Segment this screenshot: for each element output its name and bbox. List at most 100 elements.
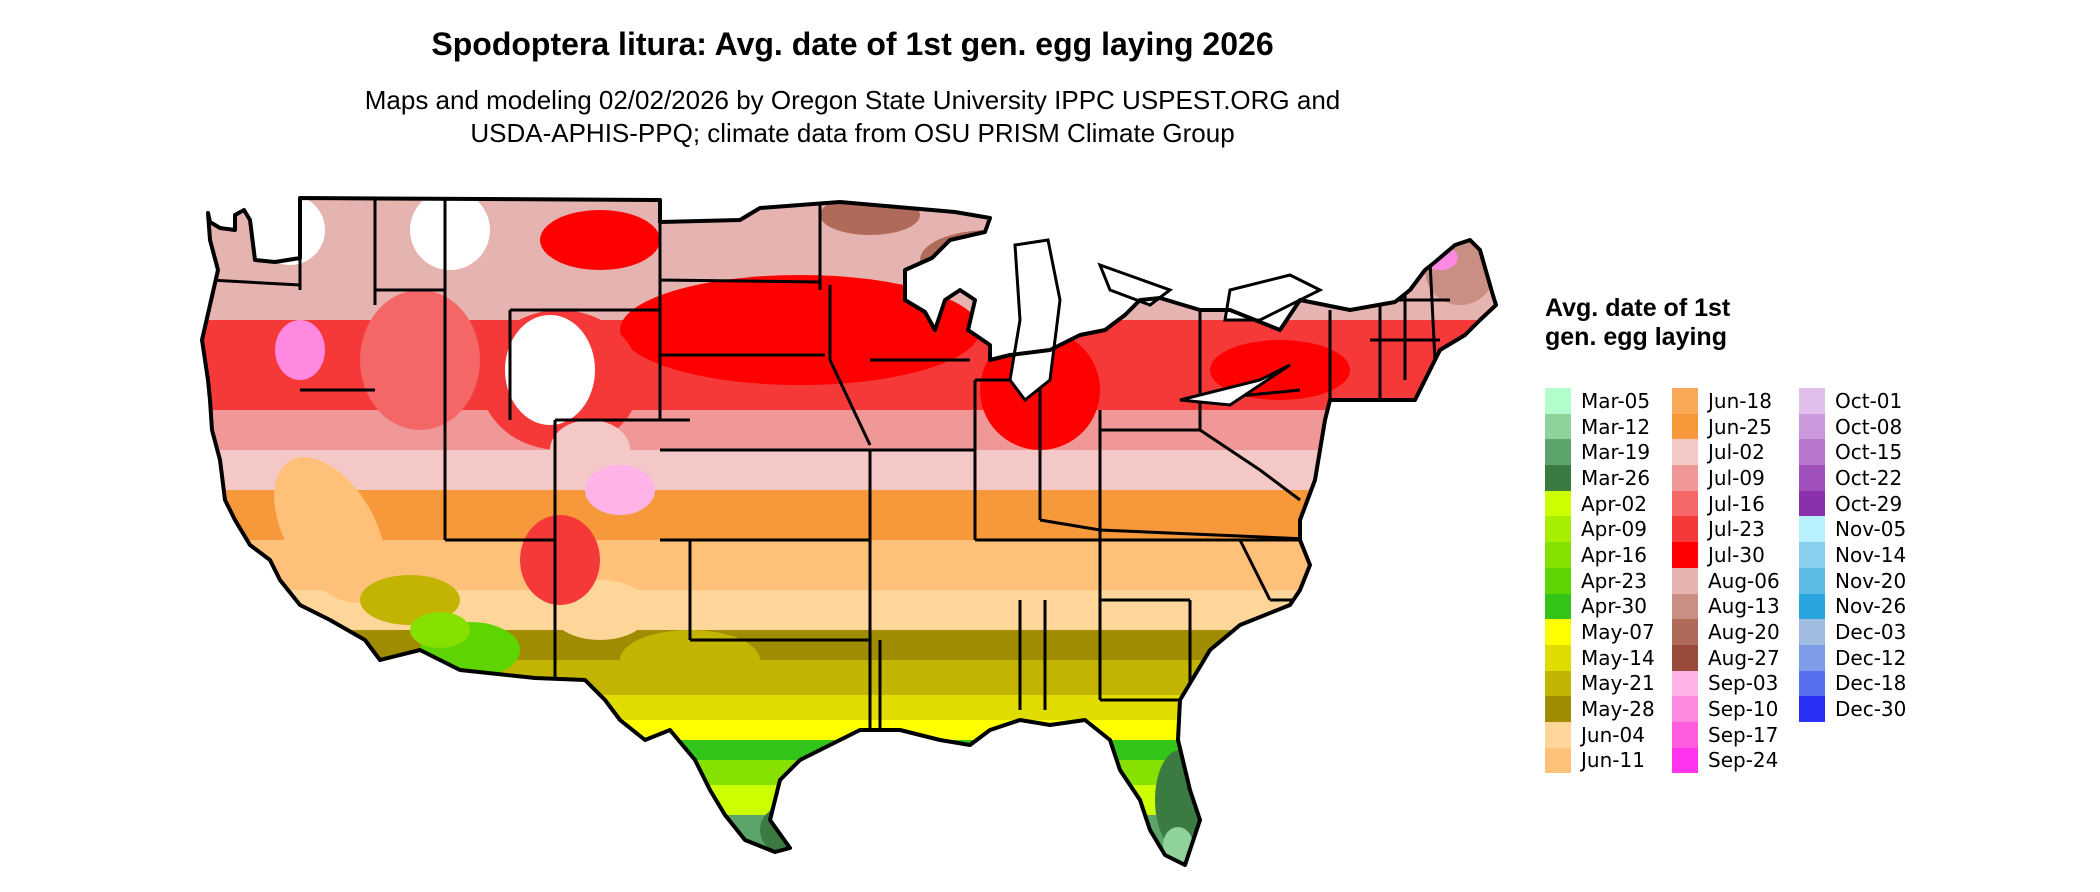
legend-item: Aug-20 [1672,619,1780,645]
legend-swatch [1672,490,1698,517]
legend-swatch [1545,439,1571,466]
legend-label: Jul-02 [1708,440,1765,465]
legend-item: Aug-06 [1672,567,1780,594]
great-lakes [1008,238,1324,407]
legend-item: Mar-12 [1545,413,1655,440]
legend-item: May-21 [1545,670,1655,697]
legend-label: Jul-09 [1708,465,1765,490]
legend-item: Nov-20 [1799,567,1907,594]
legend-item: Dec-18 [1799,670,1907,697]
legend-label: Apr-16 [1581,542,1647,567]
legend-swatch [1672,465,1698,491]
legend-label: Sep-24 [1708,748,1779,773]
legend-label: May-14 [1581,645,1655,670]
legend-swatch [1545,619,1571,645]
legend-item: Jun-11 [1545,747,1655,774]
legend-swatch [1799,490,1825,517]
map-legend: Avg. date of 1st gen. egg laying Mar-05 M… [1545,294,2085,794]
legend-item: Apr-09 [1545,516,1655,543]
subtitle-line-2: USDA-APHIS-PPQ; climate data from OSU PR… [470,118,1235,148]
legend-swatch [1799,567,1825,594]
legend-label: Mar-12 [1581,414,1651,439]
legend-label: Apr-30 [1581,594,1647,619]
map-subtitle: Maps and modeling 02/02/2026 by Oregon S… [0,84,1705,150]
legend-item: May-28 [1545,696,1655,722]
legend-swatch [1545,644,1571,671]
legend-item: Nov-26 [1799,593,1906,620]
legend-label: Sep-03 [1708,671,1779,696]
legend-swatch [1799,516,1825,543]
legend-swatch [1672,619,1698,645]
legend-swatch [1545,542,1571,568]
legend-swatch [1672,439,1698,466]
legend-item: Dec-03 [1799,619,1906,645]
legend-item: Apr-02 [1545,490,1655,517]
legend-swatch [1672,644,1698,671]
legend-label: Oct-22 [1835,465,1903,490]
legend-item: Apr-16 [1545,542,1655,568]
legend-item: May-07 [1545,619,1655,645]
legend-label: Aug-20 [1708,620,1780,645]
legend-item: Aug-13 [1672,593,1780,620]
legend-label: Jul-23 [1708,517,1765,542]
legend-swatch [1799,696,1825,722]
legend-item: Sep-10 [1672,696,1780,722]
legend-swatch [1545,567,1571,594]
legend-swatch [1545,516,1571,543]
legend-swatch [1799,388,1825,414]
legend-swatch [1799,413,1825,440]
legend-swatch [1799,439,1825,466]
legend-label: May-21 [1581,671,1655,696]
legend-label: Jul-30 [1708,542,1765,567]
legend-label: Apr-02 [1581,491,1647,516]
legend-item: Apr-30 [1545,593,1655,620]
legend-swatch [1545,670,1571,697]
legend-swatch [1672,593,1698,620]
legend-label: Dec-18 [1835,671,1907,696]
legend-swatch [1672,567,1698,594]
legend-label: Mar-26 [1581,465,1651,490]
legend-swatch [1672,747,1698,774]
legend-item: Jul-23 [1672,516,1780,543]
legend-swatch [1545,388,1571,414]
legend-item: Aug-27 [1672,644,1780,671]
legend-swatch [1672,721,1698,748]
legend-item: Apr-23 [1545,567,1655,594]
legend-swatch [1545,696,1571,722]
us-outline [200,196,1498,867]
legend-item: Jun-25 [1672,413,1780,440]
map-title: Spodoptera litura: Avg. date of 1st gen.… [431,26,1274,62]
legend-label: Nov-20 [1835,568,1907,593]
legend-label: Dec-12 [1835,645,1907,670]
legend-label: Apr-09 [1581,517,1647,542]
legend-item: Mar-19 [1545,439,1655,466]
legend-item: Oct-22 [1799,465,1906,491]
legend-item: Mar-26 [1545,465,1655,491]
legend-swatch [1545,747,1571,774]
legend-label: Sep-17 [1708,722,1779,747]
legend-label: Nov-05 [1835,517,1907,542]
legend-swatch [1672,696,1698,722]
legend-item: Jul-16 [1672,490,1780,517]
legend-label: Jun-04 [1581,722,1645,747]
legend-swatch [1799,465,1825,491]
legend-label: Jun-25 [1708,414,1772,439]
legend-label: Apr-23 [1581,568,1647,593]
legend-label: Dec-03 [1835,620,1907,645]
legend-item: Sep-03 [1672,670,1780,697]
legend-item: Dec-12 [1799,644,1907,671]
legend-swatch [1799,542,1825,568]
legend-item: Mar-05 [1545,388,1655,414]
legend-swatch [1545,593,1571,620]
legend-swatch [1672,413,1698,440]
legend-item: Oct-01 [1799,388,1906,414]
legend-label: Oct-29 [1835,491,1903,516]
legend-label: Jun-11 [1581,748,1645,773]
legend-label: Aug-13 [1708,594,1780,619]
us-egg-laying-map [200,196,1498,867]
legend-label: Oct-15 [1835,440,1903,465]
legend-item: Jun-18 [1672,388,1780,414]
legend-swatch [1799,644,1825,671]
legend-label: Nov-14 [1835,542,1907,567]
legend-column-1: Mar-05 Mar-12 Mar-19 Mar-26 Apr-02 Apr-09 Apr-… [1545,388,1655,774]
